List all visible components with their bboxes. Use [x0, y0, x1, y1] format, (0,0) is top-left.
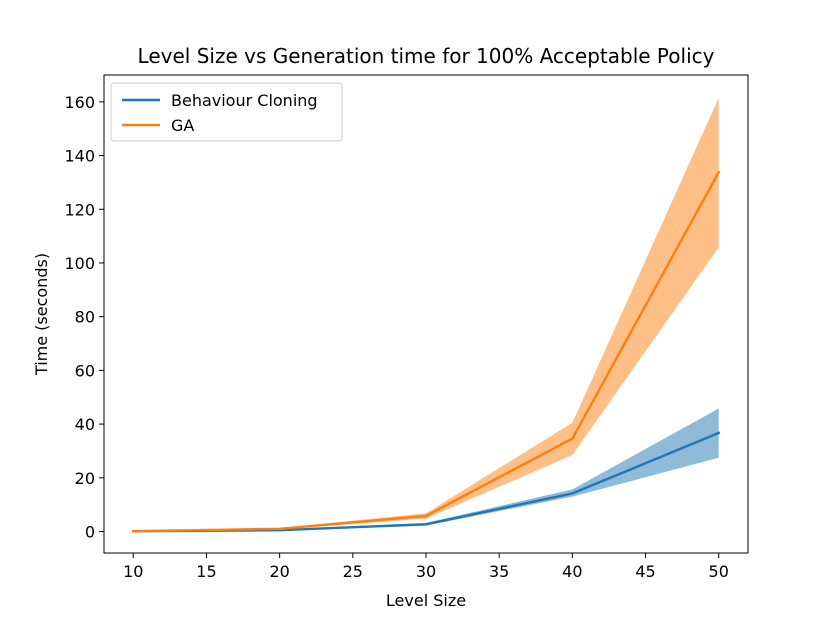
x-tick-label: 10	[123, 562, 143, 581]
y-tick-label: 140	[64, 147, 95, 166]
y-tick-label: 120	[64, 200, 95, 219]
x-tick-label: 35	[489, 562, 509, 581]
y-tick-label: 80	[75, 308, 95, 327]
series-lines	[132, 170, 721, 533]
y-tick-label: 20	[75, 469, 95, 488]
legend-box	[110, 82, 343, 142]
x-tick-label: 15	[196, 562, 216, 581]
band-ga	[133, 97, 719, 532]
series-line-ga	[132, 170, 721, 533]
y-axis-ticks: 0 20 40 60 80 100 120 140 160	[64, 93, 104, 542]
legend-label-ga: GA	[171, 116, 194, 135]
y-tick-label: 0	[85, 523, 95, 542]
y-tick-label: 40	[75, 415, 95, 434]
x-tick-label: 20	[269, 562, 289, 581]
y-tick-label: 60	[75, 361, 95, 380]
x-tick-label: 50	[709, 562, 729, 581]
x-tick-label: 30	[416, 562, 436, 581]
x-tick-label: 40	[562, 562, 582, 581]
x-tick-label: 25	[343, 562, 363, 581]
y-axis-label: Time (seconds)	[32, 253, 51, 376]
y-tick-label: 100	[64, 254, 95, 273]
legend: Behaviour Cloning GA	[110, 82, 343, 142]
x-tick-label: 45	[635, 562, 655, 581]
legend-label-behaviour-cloning: Behaviour Cloning	[171, 91, 318, 110]
chart-title: Level Size vs Generation time for 100% A…	[138, 44, 715, 68]
y-tick-label: 160	[64, 93, 95, 112]
x-axis-ticks: 10 15 20 25 30 35 40 45 50	[123, 553, 729, 581]
confidence-bands	[133, 97, 719, 532]
x-axis-label: Level Size	[386, 591, 466, 610]
